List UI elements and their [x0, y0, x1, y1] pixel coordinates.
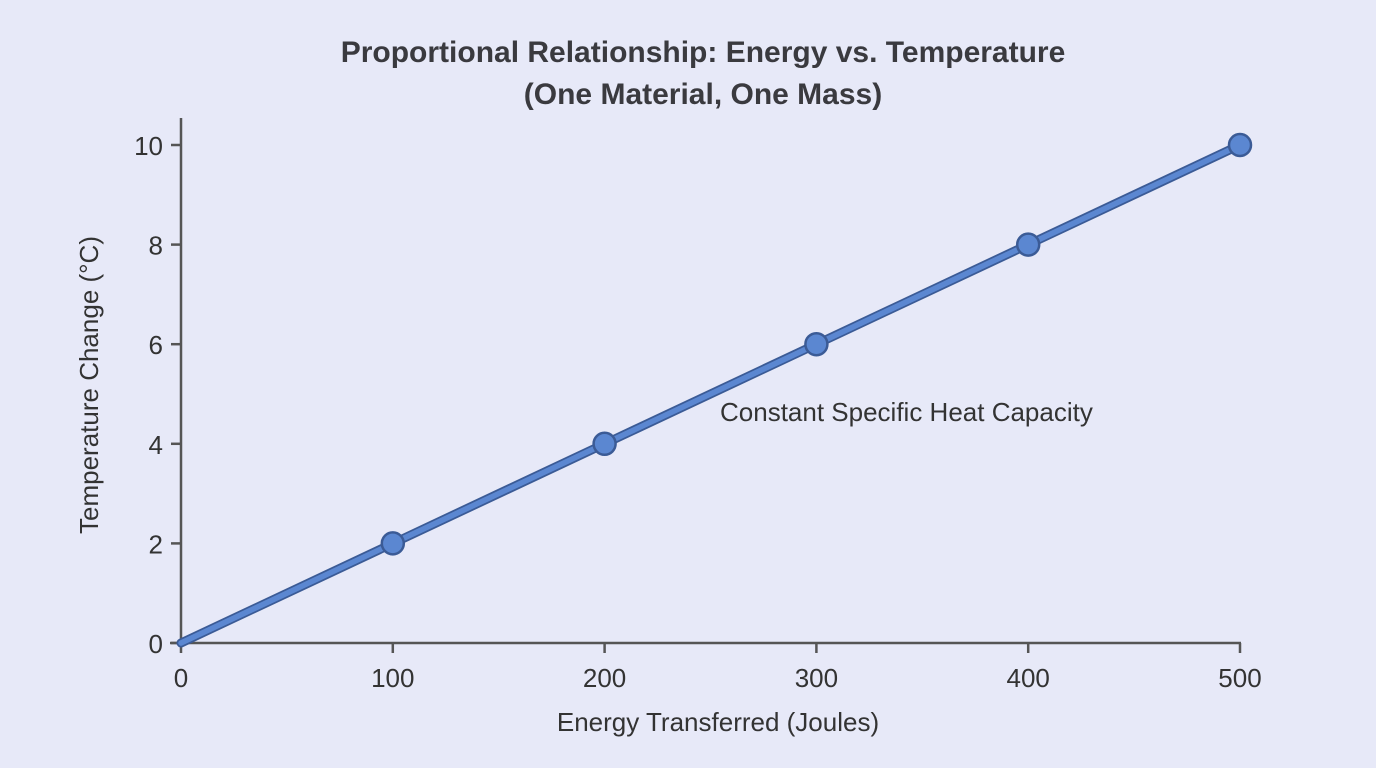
series-line [176, 132, 1253, 648]
x-tick-label: 200 [583, 663, 626, 693]
x-tick-label: 500 [1218, 663, 1261, 693]
annotation: Constant Specific Heat Capacity [720, 397, 1093, 427]
x-axis-label: Energy Transferred (Joules) [557, 707, 879, 737]
y-tick-label: 4 [149, 430, 163, 460]
axes: 0 100 200 300 400 500 0 2 4 6 8 10 [134, 118, 1262, 693]
chart-subtitle: (One Material, One Mass) [524, 78, 882, 111]
x-tick-label: 400 [1007, 663, 1050, 693]
data-point [592, 431, 617, 457]
data-point [1227, 132, 1253, 158]
y-tick-label: 10 [134, 131, 163, 161]
x-tick-label: 100 [371, 663, 414, 693]
y-tick-label: 2 [149, 529, 163, 559]
series-line-path [178, 142, 1243, 646]
data-point [1015, 232, 1041, 257]
y-tick-label: 8 [149, 231, 163, 261]
chart-title: Proportional Relationship: Energy vs. Te… [341, 36, 1066, 69]
y-tick-label: 6 [149, 330, 163, 360]
x-tick-label: 0 [174, 663, 188, 693]
data-point [380, 531, 406, 556]
y-axis-label: Temperature Change (°C) [74, 236, 104, 534]
y-tick-label: 0 [149, 629, 163, 659]
data-point [804, 331, 829, 357]
x-tick-label: 300 [795, 663, 838, 693]
